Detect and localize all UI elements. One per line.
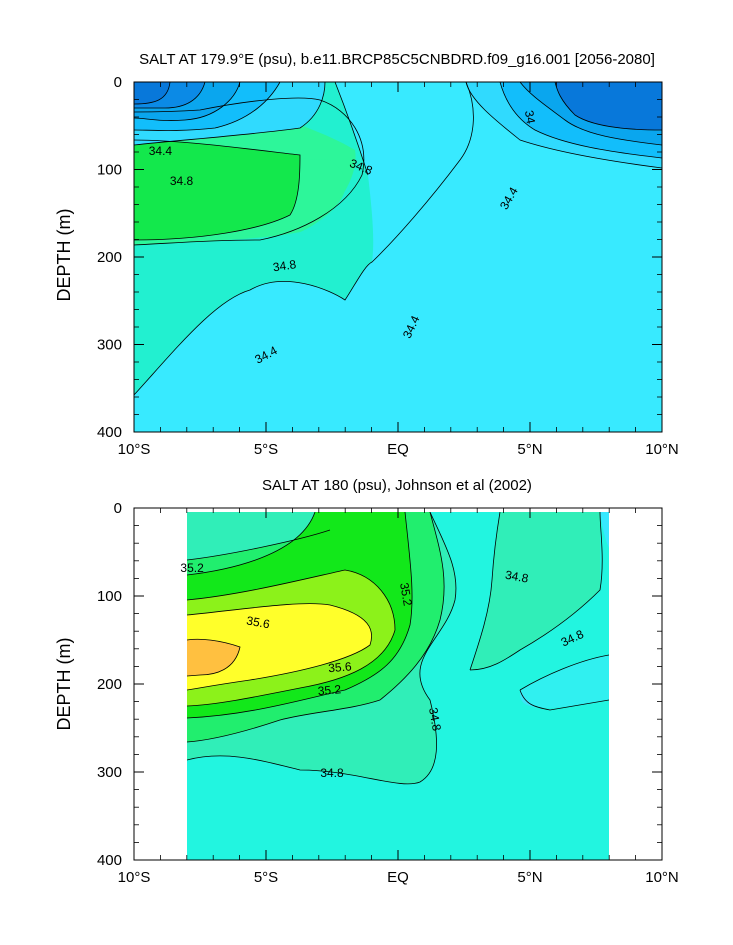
bottom-contour-label: 35.2 [180, 561, 204, 575]
bottom-contour-label-text: 35.2 [397, 582, 415, 608]
bottom-contour-label-text: 34.8 [504, 568, 530, 586]
bottom-contour-label-text: 35.2 [180, 561, 204, 575]
bottom-y-axis-label: DEPTH (m) [54, 638, 74, 731]
top-y-tick-label: 0 [114, 74, 122, 91]
bottom-contour-label: 35.2 [317, 682, 342, 698]
top-x-tick-label: EQ [387, 441, 409, 458]
bottom-contour-label-text: 34.8 [426, 706, 444, 732]
bottom-x-tick-label: 10°N [645, 869, 679, 886]
top-axes: 10°S 5°S EQ 5°N 10°N 0 100 200 300 400 [97, 74, 679, 458]
bottom-chart-title: SALT AT 180 (psu), Johnson et al (2002) [262, 477, 532, 494]
bottom-y-tick-label: 0 [114, 500, 122, 517]
top-contour-label-text: 34.4 [149, 144, 173, 158]
bottom-contour-label: 35.2 [397, 582, 415, 608]
bottom-contour-lines [187, 512, 609, 785]
top-x-tick-label: 10°S [118, 441, 151, 458]
top-y-tick-label: 400 [97, 424, 122, 441]
bottom-y-tick-label: 100 [97, 588, 122, 605]
bottom-y-tick-label: 300 [97, 764, 122, 781]
bottom-contour-label-text: 35.6 [328, 659, 353, 675]
bottom-y-tick-label: 200 [97, 676, 122, 693]
bottom-panel: SALT AT 180 (psu), Johnson et al (2002) … [54, 477, 679, 886]
top-contour-label: 34 [522, 109, 538, 125]
bottom-contour-label: 34.8 [426, 706, 444, 732]
top-contour-lines [134, 82, 662, 396]
top-chart-title: SALT AT 179.9°E (psu), b.e11.BRCP85C5CNB… [139, 51, 655, 68]
bottom-contour-label-text: 35.6 [245, 613, 271, 631]
top-y-axis-label: DEPTH (m) [54, 209, 74, 302]
top-contour-label-text: 34 [522, 109, 538, 125]
top-contour-label-text: 34.8 [170, 174, 194, 188]
top-contour-label: 34.4 [149, 144, 173, 158]
bottom-x-tick-label: 5°S [254, 869, 278, 886]
top-x-tick-label: 10°N [645, 441, 679, 458]
bottom-contour-label: 35.6 [328, 659, 353, 675]
bottom-contour-label: 34.8 [320, 766, 344, 780]
bottom-x-tick-label: 10°S [118, 869, 151, 886]
bottom-contour-label: 34.8 [504, 568, 530, 586]
bottom-x-tick-label: EQ [387, 869, 409, 886]
bottom-x-tick-label: 5°N [517, 869, 542, 886]
top-contour-fill [134, 82, 662, 432]
bottom-contour-label-text: 35.2 [317, 682, 342, 698]
top-x-tick-label: 5°S [254, 441, 278, 458]
bottom-contour-fill [187, 512, 609, 860]
bottom-contour-label-text: 34.8 [320, 766, 344, 780]
top-x-tick-label: 5°N [517, 441, 542, 458]
bottom-y-tick-label: 400 [97, 852, 122, 869]
top-y-tick-label: 100 [97, 162, 122, 179]
top-y-tick-label: 300 [97, 337, 122, 354]
top-contour-label-text: 34.8 [272, 257, 297, 274]
top-panel: SALT AT 179.9°E (psu), b.e11.BRCP85C5CNB… [54, 51, 679, 458]
top-contour-label: 34.8 [170, 174, 194, 188]
top-y-tick-label: 200 [97, 249, 122, 266]
bottom-contour-label: 35.6 [245, 613, 271, 631]
top-contour-label: 34.8 [272, 257, 297, 274]
bottom-axes: 10°S 5°S EQ 5°N 10°N 0 100 200 300 400 [97, 500, 679, 886]
